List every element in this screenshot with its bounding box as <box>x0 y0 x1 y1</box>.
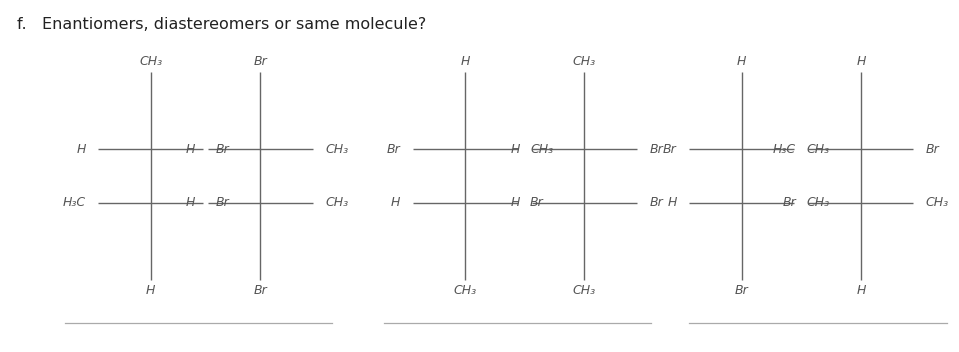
Text: H: H <box>510 196 520 209</box>
Text: H: H <box>510 143 520 156</box>
Text: CH₃: CH₃ <box>530 143 553 156</box>
Text: Br: Br <box>925 143 940 156</box>
Text: CH₃: CH₃ <box>573 55 596 68</box>
Text: Br: Br <box>530 196 544 209</box>
Text: Br: Br <box>216 196 229 209</box>
Text: H: H <box>186 196 196 209</box>
Text: CH₃: CH₃ <box>139 55 162 68</box>
Text: H₃C: H₃C <box>62 196 85 209</box>
Text: Br: Br <box>649 143 663 156</box>
Text: H: H <box>856 284 866 297</box>
Text: H: H <box>146 284 155 297</box>
Text: H: H <box>460 55 470 68</box>
Text: Br: Br <box>216 143 229 156</box>
Text: H: H <box>186 143 196 156</box>
Text: CH₃: CH₃ <box>325 143 348 156</box>
Text: H: H <box>667 196 677 209</box>
Text: CH₃: CH₃ <box>807 143 830 156</box>
Text: CH₃: CH₃ <box>807 196 830 209</box>
Text: H: H <box>737 55 746 68</box>
Text: H: H <box>856 55 866 68</box>
Text: f.   Enantiomers, diastereomers or same molecule?: f. Enantiomers, diastereomers or same mo… <box>17 17 427 32</box>
Text: H: H <box>391 196 400 209</box>
Text: Br: Br <box>386 143 400 156</box>
Text: CH₃: CH₃ <box>925 196 948 209</box>
Text: CH₃: CH₃ <box>454 284 477 297</box>
Text: Br: Br <box>783 196 796 209</box>
Text: Br: Br <box>253 55 268 68</box>
Text: H₃C: H₃C <box>773 143 796 156</box>
Text: H: H <box>77 143 85 156</box>
Text: CH₃: CH₃ <box>325 196 348 209</box>
Text: Br: Br <box>735 284 749 297</box>
Text: Br: Br <box>253 284 268 297</box>
Text: CH₃: CH₃ <box>573 284 596 297</box>
Text: Br: Br <box>649 196 663 209</box>
Text: Br: Br <box>663 143 677 156</box>
